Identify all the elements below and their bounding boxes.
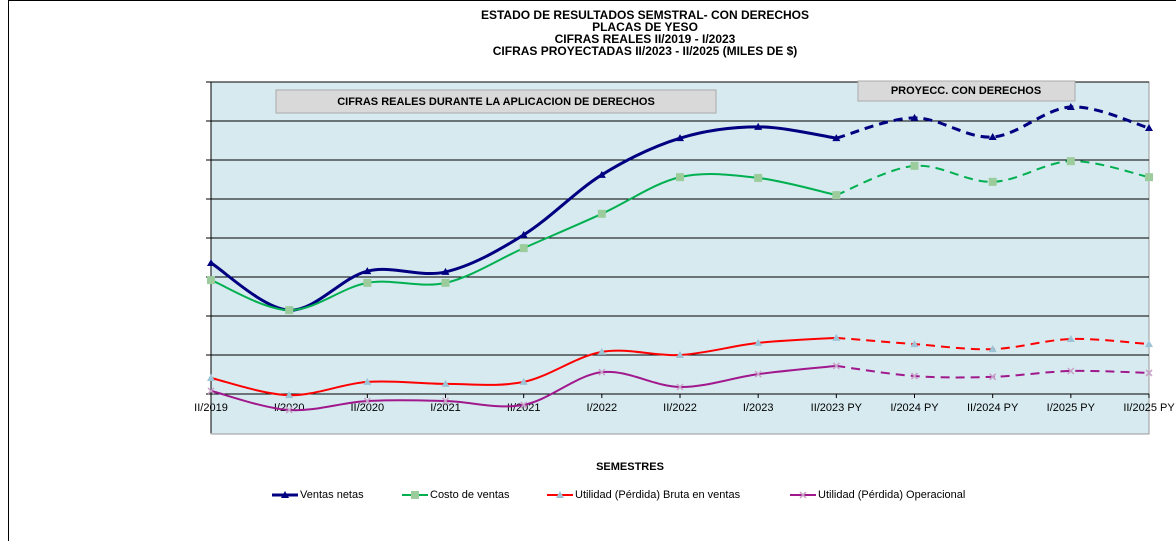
marker — [363, 377, 372, 385]
marker — [207, 374, 215, 382]
marker — [1067, 367, 1075, 375]
marker — [832, 191, 841, 200]
legend-label: Utilidad (Pérdida) Bruta en ventas — [575, 489, 741, 501]
marker — [1145, 124, 1153, 132]
marker — [1066, 157, 1075, 166]
marker — [519, 244, 528, 253]
x-tick-label: I/2022 — [587, 402, 618, 414]
marker — [441, 379, 450, 387]
legend-label: Utilidad (Pérdida) Operacional — [818, 489, 965, 501]
x-tick-label: II/2020 — [351, 402, 385, 414]
marker — [597, 209, 606, 218]
x-axis-title: SEMESTRES — [596, 461, 664, 473]
lines — [207, 102, 1153, 414]
chart-title: CIFRAS PROYECTADAS II/2023 - II/2025 (MI… — [493, 44, 798, 58]
marker — [988, 132, 997, 140]
marker — [1145, 340, 1153, 348]
marker — [910, 372, 919, 380]
marker — [363, 267, 372, 275]
legend: Ventas netas Costo de ventas Utilidad (Pér… — [272, 489, 965, 501]
marker — [754, 173, 763, 182]
annotation-box — [857, 80, 1076, 102]
marker — [520, 401, 528, 409]
marker — [989, 373, 997, 381]
marker — [1066, 102, 1075, 110]
annotation: PROYECC. CON DERECHOS — [891, 85, 1041, 97]
marker — [363, 397, 371, 405]
x-tick-label: II/2021 — [507, 402, 541, 414]
grid: II/2019 I/2020 II/2020 I/2021 II/2021 I/2022 I… — [194, 81, 1175, 433]
x-tick-label: II/2025 PY — [1123, 402, 1175, 414]
annotation: CIFRAS REALES DURANTE LA APLICACION DE D… — [337, 96, 655, 108]
marker — [519, 230, 528, 238]
marker — [754, 370, 762, 378]
x-tick-label: II/2023 PY — [811, 402, 863, 414]
marker — [754, 338, 763, 346]
marker — [676, 173, 684, 182]
x-tick-label: II/2022 — [663, 402, 697, 414]
marker — [832, 333, 841, 341]
legend-marker — [411, 491, 419, 499]
marker — [207, 276, 215, 285]
marker — [285, 391, 294, 399]
marker — [988, 345, 997, 353]
marker — [910, 113, 919, 121]
marker — [1066, 335, 1075, 343]
legend-marker — [281, 491, 289, 498]
marker — [676, 383, 684, 391]
series-line — [835, 105, 1150, 140]
marker — [285, 306, 294, 315]
x-tick-label: II/2024 PY — [967, 402, 1019, 414]
marker — [597, 170, 606, 178]
x-tick-label: II/2019 — [194, 402, 228, 414]
marker — [598, 368, 606, 376]
marker — [910, 161, 919, 170]
annotation-box — [275, 89, 717, 114]
marker — [1145, 369, 1153, 377]
marker — [676, 134, 684, 142]
marker — [1145, 173, 1153, 182]
marker — [441, 397, 450, 405]
x-tick-label: I/2021 — [430, 402, 461, 414]
x-tick-label: I/2023 — [743, 402, 774, 414]
x-tick-label: I/2025 PY — [1047, 402, 1096, 414]
marker — [207, 258, 215, 266]
marker — [832, 362, 840, 370]
chart-title: CIFRAS REALES II/2019 - I/2023 — [555, 32, 736, 46]
chart-title: ESTADO DE RESULTADOS SEMSTRAL- CON DEREC… — [481, 8, 809, 22]
legend-marker — [799, 491, 807, 499]
marker — [441, 278, 450, 287]
legend-marker — [556, 491, 564, 498]
marker — [988, 177, 997, 186]
marker — [832, 134, 841, 142]
marker — [910, 340, 919, 348]
marker — [285, 406, 293, 414]
marker — [754, 122, 763, 130]
marker — [363, 278, 372, 287]
legend-label: Costo de ventas — [430, 489, 510, 501]
marker — [597, 347, 606, 355]
marker — [207, 387, 215, 395]
chart-title: PLACAS DE YESO — [592, 20, 698, 34]
marker — [441, 267, 450, 275]
marker — [519, 377, 528, 385]
marker — [676, 351, 684, 358]
x-tick-label: I/2024 PY — [890, 402, 939, 414]
legend-label: Ventas netas — [300, 489, 364, 501]
